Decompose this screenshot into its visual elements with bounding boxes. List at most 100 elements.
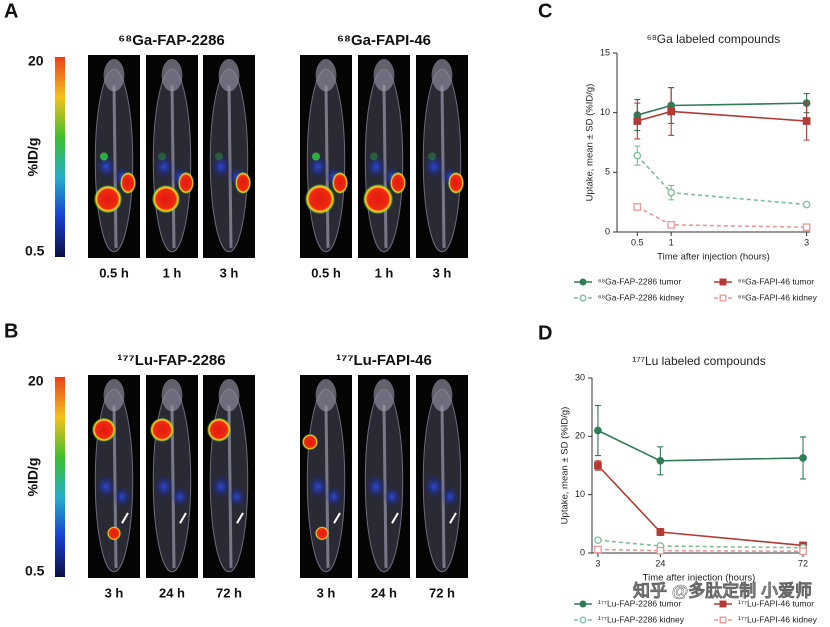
uptake-blue [424,474,444,499]
kidney-hot [235,171,251,194]
marker [579,294,587,302]
marker [719,294,727,302]
tumor-hot [305,184,335,215]
legend-label: ⁶⁸Ga-FAP-2286 tumor [598,276,681,286]
time-label: 24 h [159,585,185,600]
y-tick-label: 20 [575,431,585,441]
kidney-hot [120,171,136,194]
bladder-hot [107,526,121,541]
marker [579,616,587,624]
y-tick-label: 5 [605,167,610,177]
marker-line [121,512,129,524]
x-tick-label: 1 [669,237,674,247]
colorbar [55,377,65,577]
pet-image [416,55,468,258]
skull [103,59,125,92]
legend-label: ¹⁷⁷Lu-FAP-2286 tumor [598,598,681,608]
marker [594,461,602,470]
time-label: 0.5 h [99,265,129,280]
marker [802,117,811,125]
marker-line [333,512,341,524]
x-tick-label: 72 [798,558,808,568]
x-tick-label: 3 [804,237,809,247]
colorbar-unit: %ID/g [25,458,41,497]
colorbar-min: 0.5 [25,563,45,579]
time-label: 3 h [220,265,239,280]
fine [215,152,223,161]
tumor-hot [150,417,174,442]
skull [373,59,395,92]
uptake-blue [171,486,189,507]
marker-line [236,512,244,524]
colorbar-unit: %ID/g [25,138,41,177]
fine [312,152,320,161]
fine [370,152,378,161]
time-label: 1 h [375,265,394,280]
legend-label: ¹⁷⁷Lu-FAPI-46 tumor [738,598,814,608]
skull [218,379,240,412]
fine [100,152,108,161]
marker [667,107,676,116]
group-title: ¹⁷⁷Lu-FAPI-46 [336,352,432,369]
panel-letter: B [4,320,18,342]
uptake-blue [211,474,231,499]
chart-title: ¹⁷⁷Lu labeled compounds [632,354,765,368]
pet-image [358,55,410,258]
group-title: ⁶⁸Ga-FAPI-46 [337,32,431,49]
marker [667,220,676,229]
x-tick-label: 24 [655,558,665,568]
series-line [636,155,807,206]
tumor-hot [152,185,180,214]
pet-image [358,375,410,578]
marker [656,456,665,465]
marker [594,426,602,435]
chart-title: ⁶⁸Ga labeled compounds [647,32,780,46]
time-label: 72 h [216,585,242,600]
uptake-blue [441,486,459,507]
marker [719,600,727,608]
skull [161,59,183,92]
series-line [637,110,807,122]
marker [719,616,727,624]
skull [218,59,240,92]
series-line [597,429,804,462]
pet-image [146,375,198,578]
colorbar [55,57,65,257]
legend-label: ¹⁷⁷Lu-FAPI-46 kidney [738,614,818,624]
y-tick-label: 10 [575,489,585,499]
uptake-blue [308,474,328,499]
legend-label: ⁶⁸Ga-FAPI-46 kidney [738,292,818,302]
y-tick-label: 0 [605,226,610,236]
skull [315,59,337,92]
skull [103,379,125,412]
uptake-blue [325,486,343,507]
x-axis-label: Time after injection (hours) [657,252,770,263]
kidney-hot [448,171,464,194]
tumor-hot [92,417,116,442]
x-tick-label: 0.5 [631,237,644,247]
panel-letter: C [538,0,552,22]
marker [594,545,602,554]
marker [799,454,807,462]
y-axis-label: Uptake, mean ± SD (%ID/g) [585,84,596,202]
uptake-blue [308,154,328,179]
kidney-hot [178,171,194,194]
marker [633,151,642,160]
y-tick-label: 10 [600,107,610,117]
skull [431,59,453,92]
uptake-blue [96,154,116,179]
x-axis-label: Time after injection (hours) [643,573,756,584]
pet-image [88,375,140,578]
pet-image [203,55,255,258]
skull [161,379,183,412]
y-tick-label: 30 [575,372,585,382]
pet-image [146,55,198,258]
y-tick-label: 15 [600,47,610,57]
kidney-hot [332,171,348,194]
time-label: 72 h [429,585,455,600]
series-line [597,464,804,547]
pet-image [300,55,352,258]
marker [802,223,811,232]
bladder-hot [315,526,329,541]
pet-image [203,375,255,578]
